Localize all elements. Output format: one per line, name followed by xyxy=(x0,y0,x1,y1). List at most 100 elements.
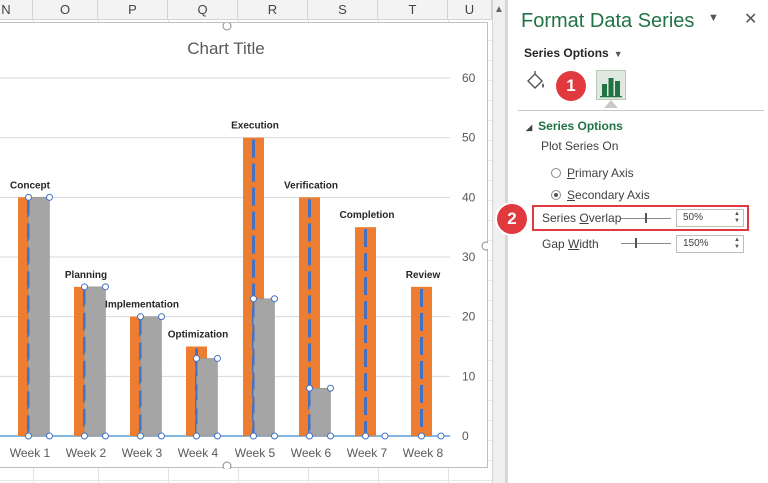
column-header-t[interactable]: T xyxy=(378,0,448,20)
pane-divider[interactable] xyxy=(505,0,508,483)
gap-width-slider-thumb[interactable] xyxy=(635,238,637,248)
data-label: Planning xyxy=(65,270,107,281)
selection-handle xyxy=(137,432,144,440)
selection-handle xyxy=(381,432,389,440)
paint-bucket-icon[interactable] xyxy=(524,70,548,94)
selection-handle xyxy=(25,193,32,201)
gap-width-input[interactable]: 150% ▲ ▼ xyxy=(676,235,744,253)
tab-pointer xyxy=(604,100,618,108)
selection-handle xyxy=(193,432,200,440)
selection-handle xyxy=(362,432,369,440)
x-tick-label: Week 4 xyxy=(178,446,219,460)
spinner-arrows-icon[interactable]: ▲ ▼ xyxy=(734,237,740,250)
series-options-section-header[interactable]: ◢ Series Options xyxy=(526,119,623,133)
bar-chart-icon xyxy=(600,78,622,98)
column-header-o[interactable]: O xyxy=(33,0,98,20)
bar-series2 xyxy=(196,358,218,437)
column-header-p[interactable]: P xyxy=(98,0,168,20)
primary-axis-radio[interactable]: Primary Axis xyxy=(551,166,634,180)
callout-badge-1: 1 xyxy=(556,71,586,101)
selection-handle xyxy=(158,432,165,440)
radio-primary-axis[interactable] xyxy=(551,168,561,178)
data-label: Verification xyxy=(284,180,338,191)
y-tick-label: 0 xyxy=(462,429,469,443)
bar-series2 xyxy=(84,286,106,437)
selection-handle xyxy=(214,354,221,362)
data-label: Implementation xyxy=(105,300,179,311)
gap-hotkey: W xyxy=(568,237,580,251)
column-header-u[interactable]: U xyxy=(448,0,492,20)
data-label: Review xyxy=(406,270,441,281)
x-tick-label: Week 2 xyxy=(66,446,107,460)
data-label: Execution xyxy=(231,121,279,132)
x-tick-label: Week 5 xyxy=(235,446,276,460)
y-tick-label: 40 xyxy=(462,190,476,204)
selection-handle xyxy=(25,432,32,440)
selection-handle xyxy=(102,283,109,291)
selection-handle xyxy=(137,313,144,321)
chart-resize-handle xyxy=(481,241,488,251)
chart-area[interactable]: Chart Title 0 10 20 30 40 50 60 Concept Week 1 Pla… xyxy=(0,22,488,469)
vertical-scrollbar[interactable]: ▲ xyxy=(492,0,505,483)
gap-width-slider[interactable] xyxy=(621,243,671,244)
data-label: Optimization xyxy=(168,330,229,341)
primary-axis-hotkey: P xyxy=(567,166,576,180)
gap-width-value: 150% xyxy=(683,238,709,249)
x-tick-label: Week 6 xyxy=(291,446,332,460)
series-overlap-input[interactable]: 50% ▲ ▼ xyxy=(676,209,744,227)
series-overlap-slider-thumb[interactable] xyxy=(645,213,647,223)
selection-handle xyxy=(418,432,425,440)
column-header-r[interactable]: R xyxy=(238,0,308,20)
scroll-up-icon[interactable]: ▲ xyxy=(494,4,504,15)
dropdown-arrow-icon[interactable]: ▼ xyxy=(708,12,719,24)
series-options-menu[interactable]: Series Options ▼ xyxy=(524,46,623,60)
column-header-s[interactable]: S xyxy=(308,0,378,20)
radio-secondary-axis[interactable] xyxy=(551,190,561,200)
callout-badge-2: 2 xyxy=(497,204,527,234)
selection-handle xyxy=(306,432,313,440)
selection-handle xyxy=(102,432,109,440)
bar-series1 xyxy=(299,197,320,436)
data-label: Concept xyxy=(10,180,51,191)
spinner-arrows-icon[interactable]: ▲ ▼ xyxy=(734,211,740,224)
bar-series2 xyxy=(253,298,275,437)
gap-label-rest: idth xyxy=(579,237,599,251)
gap-label-pre: Gap xyxy=(542,237,569,251)
column-header-q[interactable]: Q xyxy=(168,0,238,20)
overlap-hotkey: O xyxy=(579,211,589,225)
y-tick-label: 10 xyxy=(462,369,476,383)
primary-axis-label: rimary Axis xyxy=(575,166,634,180)
overlap-highlight-box xyxy=(532,205,749,231)
y-tick-label: 30 xyxy=(462,250,476,264)
plot-series-on-label: Plot Series On xyxy=(541,139,619,153)
selection-handle xyxy=(214,432,221,440)
chart-resize-handle xyxy=(222,461,232,469)
series-overlap-value: 50% xyxy=(683,212,704,223)
x-tick-label: Week 1 xyxy=(10,446,51,460)
column-header-n[interactable]: N xyxy=(0,0,33,20)
selection-handle xyxy=(306,384,313,392)
chevron-down-icon: ▼ xyxy=(613,49,623,59)
bar-series2 xyxy=(140,316,162,437)
chart-plot[interactable]: Chart Title 0 10 20 30 40 50 60 Concept Week 1 Pla… xyxy=(0,23,488,469)
pane-separator xyxy=(518,110,764,111)
close-icon[interactable]: ✕ xyxy=(744,11,758,28)
y-tick-label: 20 xyxy=(462,310,476,324)
selection-handle xyxy=(193,354,200,362)
x-tick-label: Week 3 xyxy=(122,446,163,460)
y-tick-label: 60 xyxy=(462,71,476,85)
series-options-menu-label: Series Options xyxy=(524,46,609,60)
selection-handle xyxy=(250,295,257,303)
secondary-axis-radio[interactable]: Secondary Axis xyxy=(551,188,650,202)
series-options-tab[interactable] xyxy=(596,70,626,100)
data-label: Completion xyxy=(340,210,395,221)
selection-handle xyxy=(327,384,334,392)
selection-handle xyxy=(81,283,88,291)
secondary-axis-hotkey: S xyxy=(567,188,576,202)
gap-width-label: Gap Width xyxy=(542,237,599,251)
overlap-label-pre: Series xyxy=(542,211,580,225)
chart-resize-handle xyxy=(222,23,232,31)
selection-handle xyxy=(158,313,165,321)
